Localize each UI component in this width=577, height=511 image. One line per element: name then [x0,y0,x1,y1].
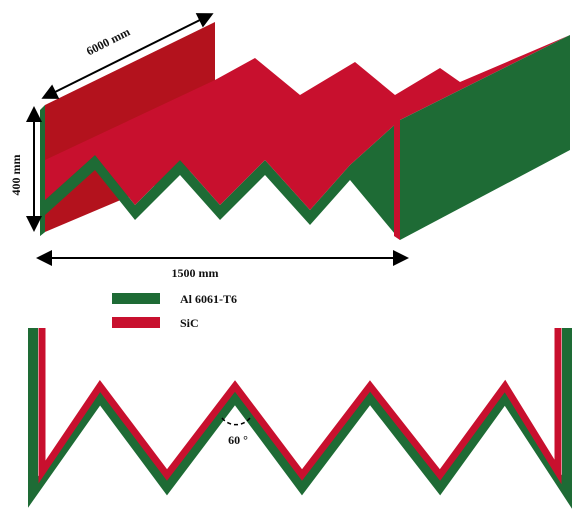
end-wall-edge [394,117,400,240]
corrugated-surface [45,35,570,210]
corner-edge [40,215,45,236]
panel-3d [40,22,570,240]
front-green-zigzag [45,120,400,240]
angle-arc [221,417,251,426]
legend-label-sic: SiC [180,316,199,330]
width-label: 1500 mm [172,266,219,280]
legend-swatch-sic [112,317,160,328]
height-label: 400 mm [9,155,23,196]
legend-label-al: Al 6061-T6 [180,292,237,306]
end-wall [400,35,570,240]
length-arrow [41,13,214,99]
sic-layer [38,328,562,485]
legend-swatch-al [112,293,160,304]
angle-label: 60 ° [228,433,248,447]
al-layer [28,328,572,509]
length-label: 6000 mm [84,25,132,59]
